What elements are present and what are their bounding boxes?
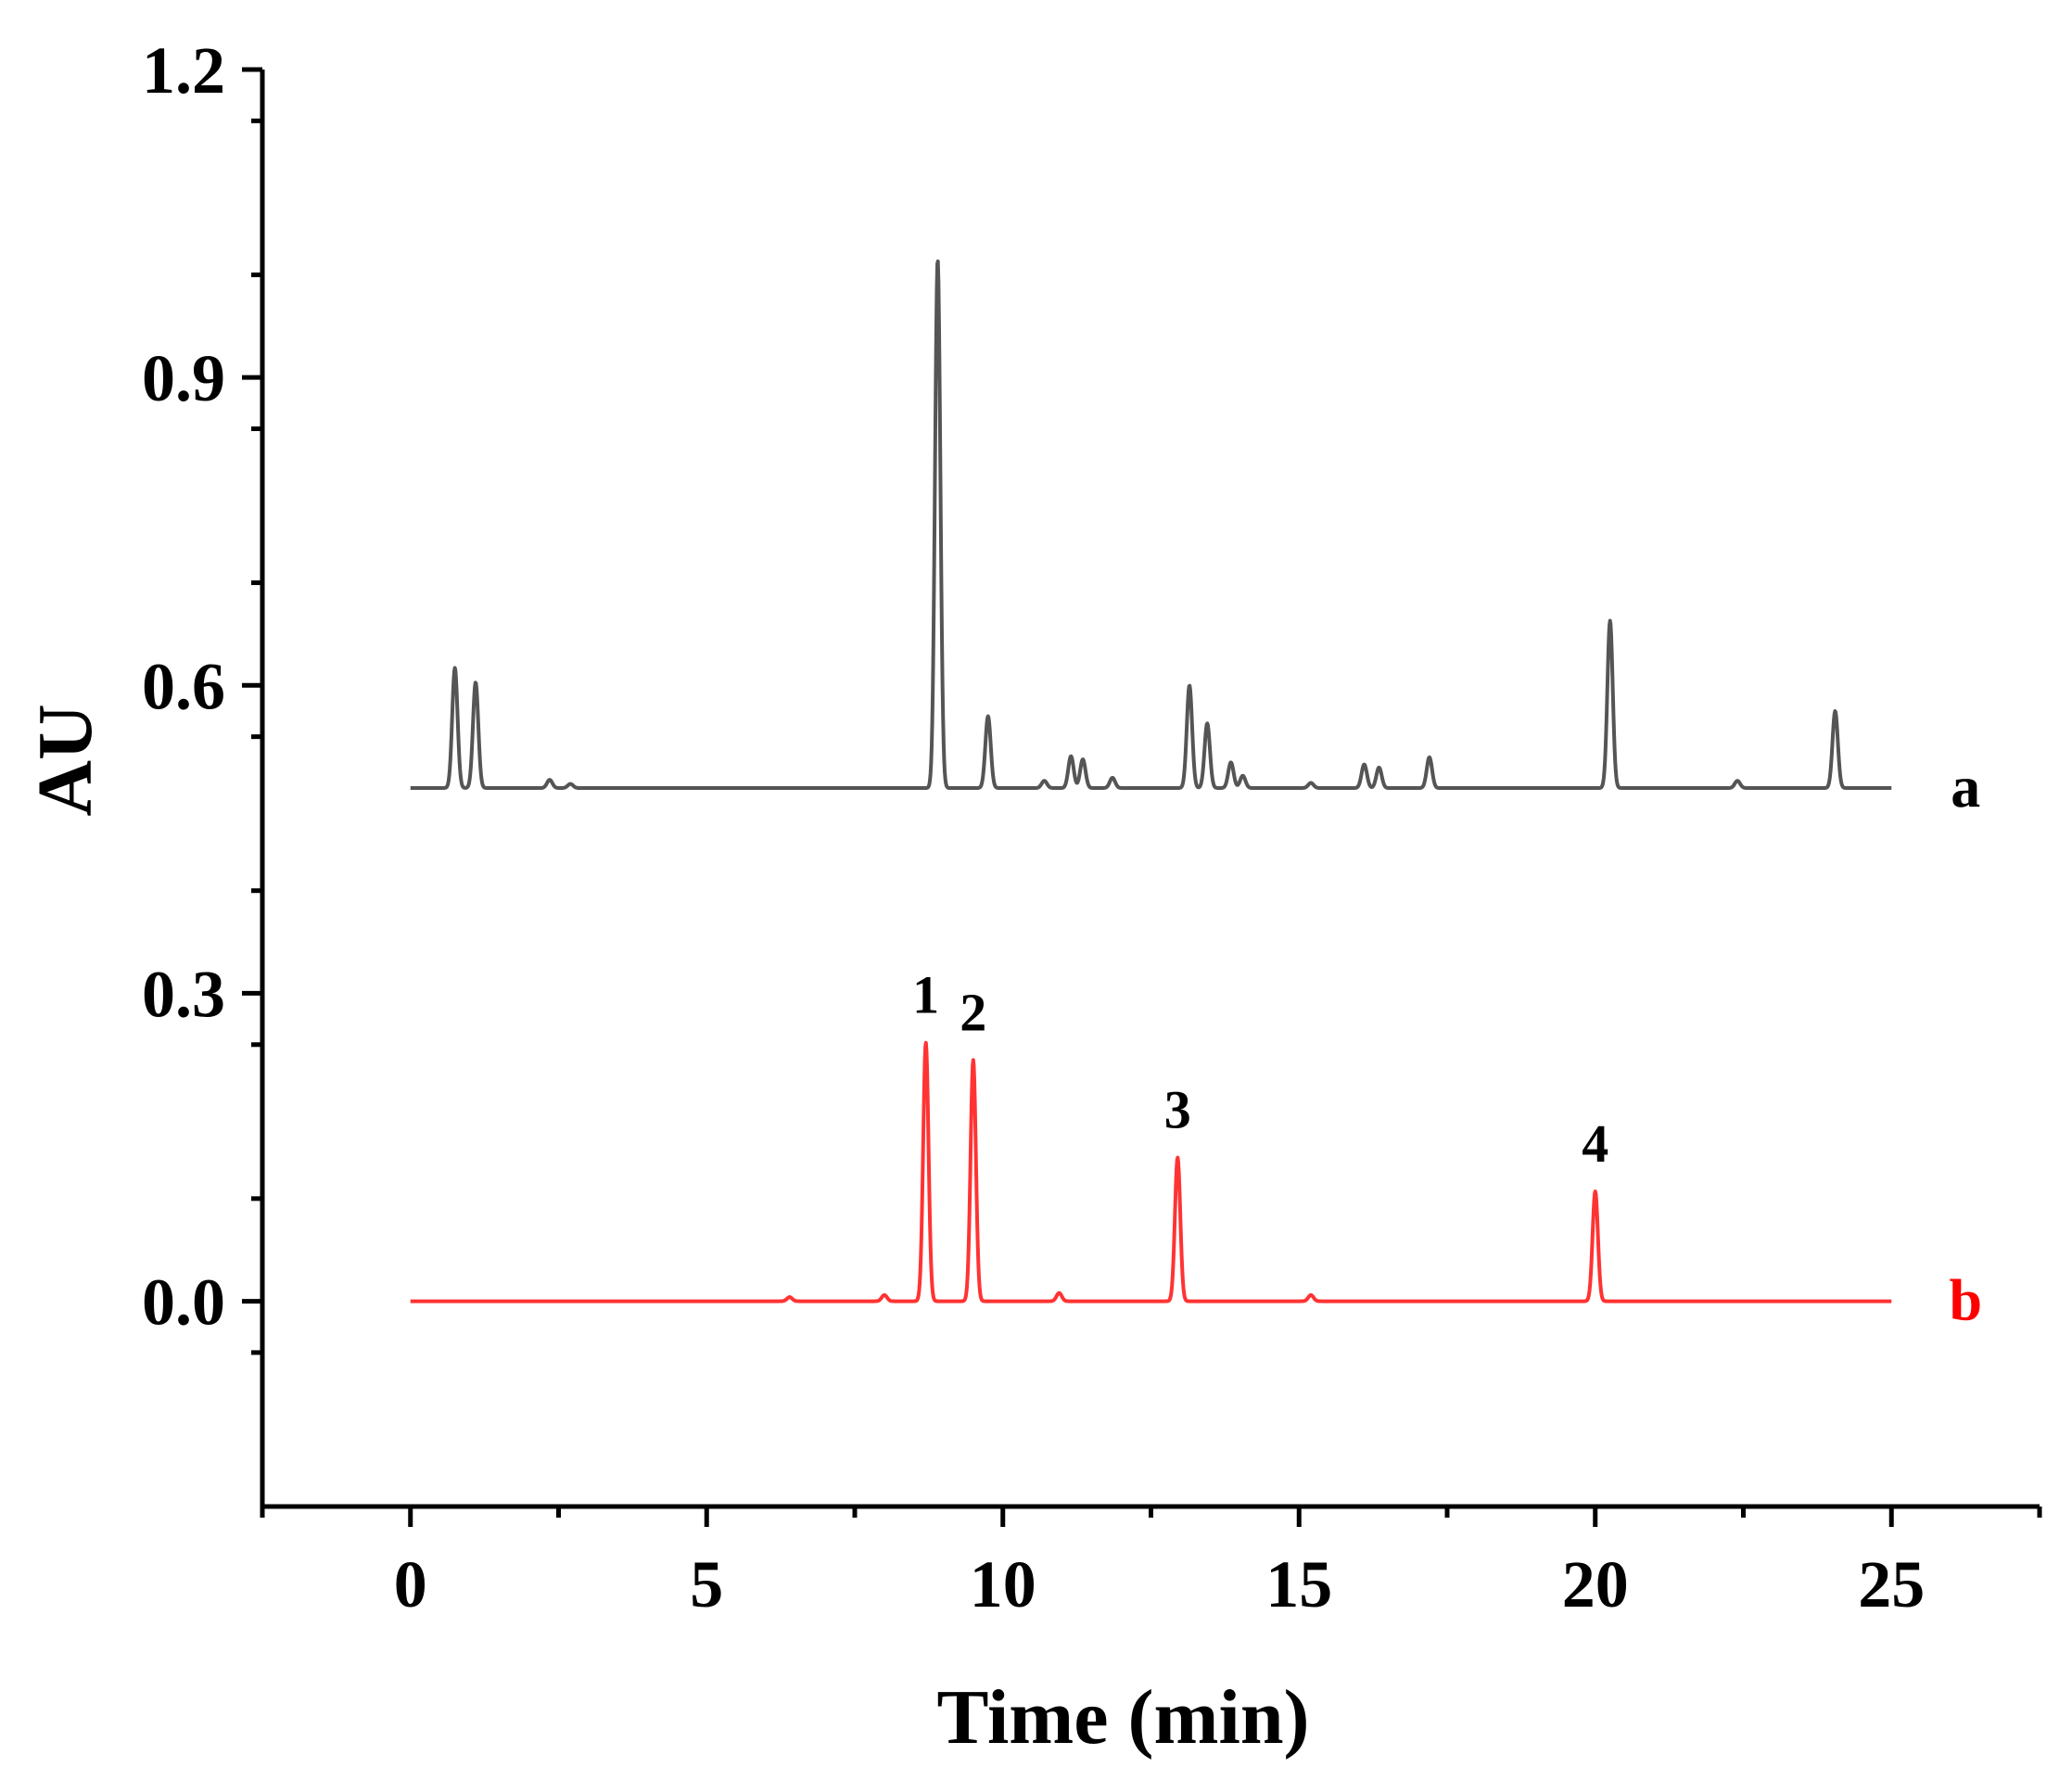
y-ticks: 0.0 0.3 0.6 0.9 1.2 bbox=[142, 33, 262, 1355]
peak-annotation-4: 4 bbox=[1582, 1113, 1608, 1174]
x-tick-label: 15 bbox=[1265, 1547, 1332, 1621]
y-tick-label: 0.9 bbox=[142, 341, 225, 415]
peak-annotation-2: 2 bbox=[960, 982, 986, 1042]
y-tick-label: 0.0 bbox=[142, 1265, 225, 1340]
x-tick-label: 10 bbox=[970, 1547, 1036, 1621]
y-axis-title: AU bbox=[22, 704, 108, 816]
labels: Time (min) AU bbox=[22, 704, 1310, 1761]
x-tick-label: 25 bbox=[1858, 1547, 1925, 1621]
x-ticks: 0 5 10 15 20 25 bbox=[260, 1507, 2042, 1621]
series-a-trace bbox=[409, 259, 1893, 790]
x-tick-label: 20 bbox=[1562, 1547, 1629, 1621]
y-tick-label: 0.6 bbox=[142, 649, 225, 723]
x-tick-label: 5 bbox=[690, 1547, 723, 1621]
series-a-label: a bbox=[1951, 754, 1980, 820]
y-tick-label: 0.3 bbox=[142, 957, 225, 1031]
series-b-trace bbox=[409, 1040, 1893, 1303]
peak-annotation-3: 3 bbox=[1164, 1080, 1191, 1140]
series-b-label: b bbox=[1949, 1267, 1982, 1333]
x-tick-label: 0 bbox=[394, 1547, 427, 1621]
y-tick-label: 1.2 bbox=[142, 33, 225, 108]
x-axis-title: Time (min) bbox=[936, 1674, 1309, 1761]
axes: 0.0 0.3 0.6 0.9 1.2 0 5 10 15 20 25 bbox=[142, 33, 2042, 1621]
peak-annotation-1: 1 bbox=[912, 965, 939, 1025]
traces: a b 1 2 3 4 bbox=[409, 259, 1982, 1333]
